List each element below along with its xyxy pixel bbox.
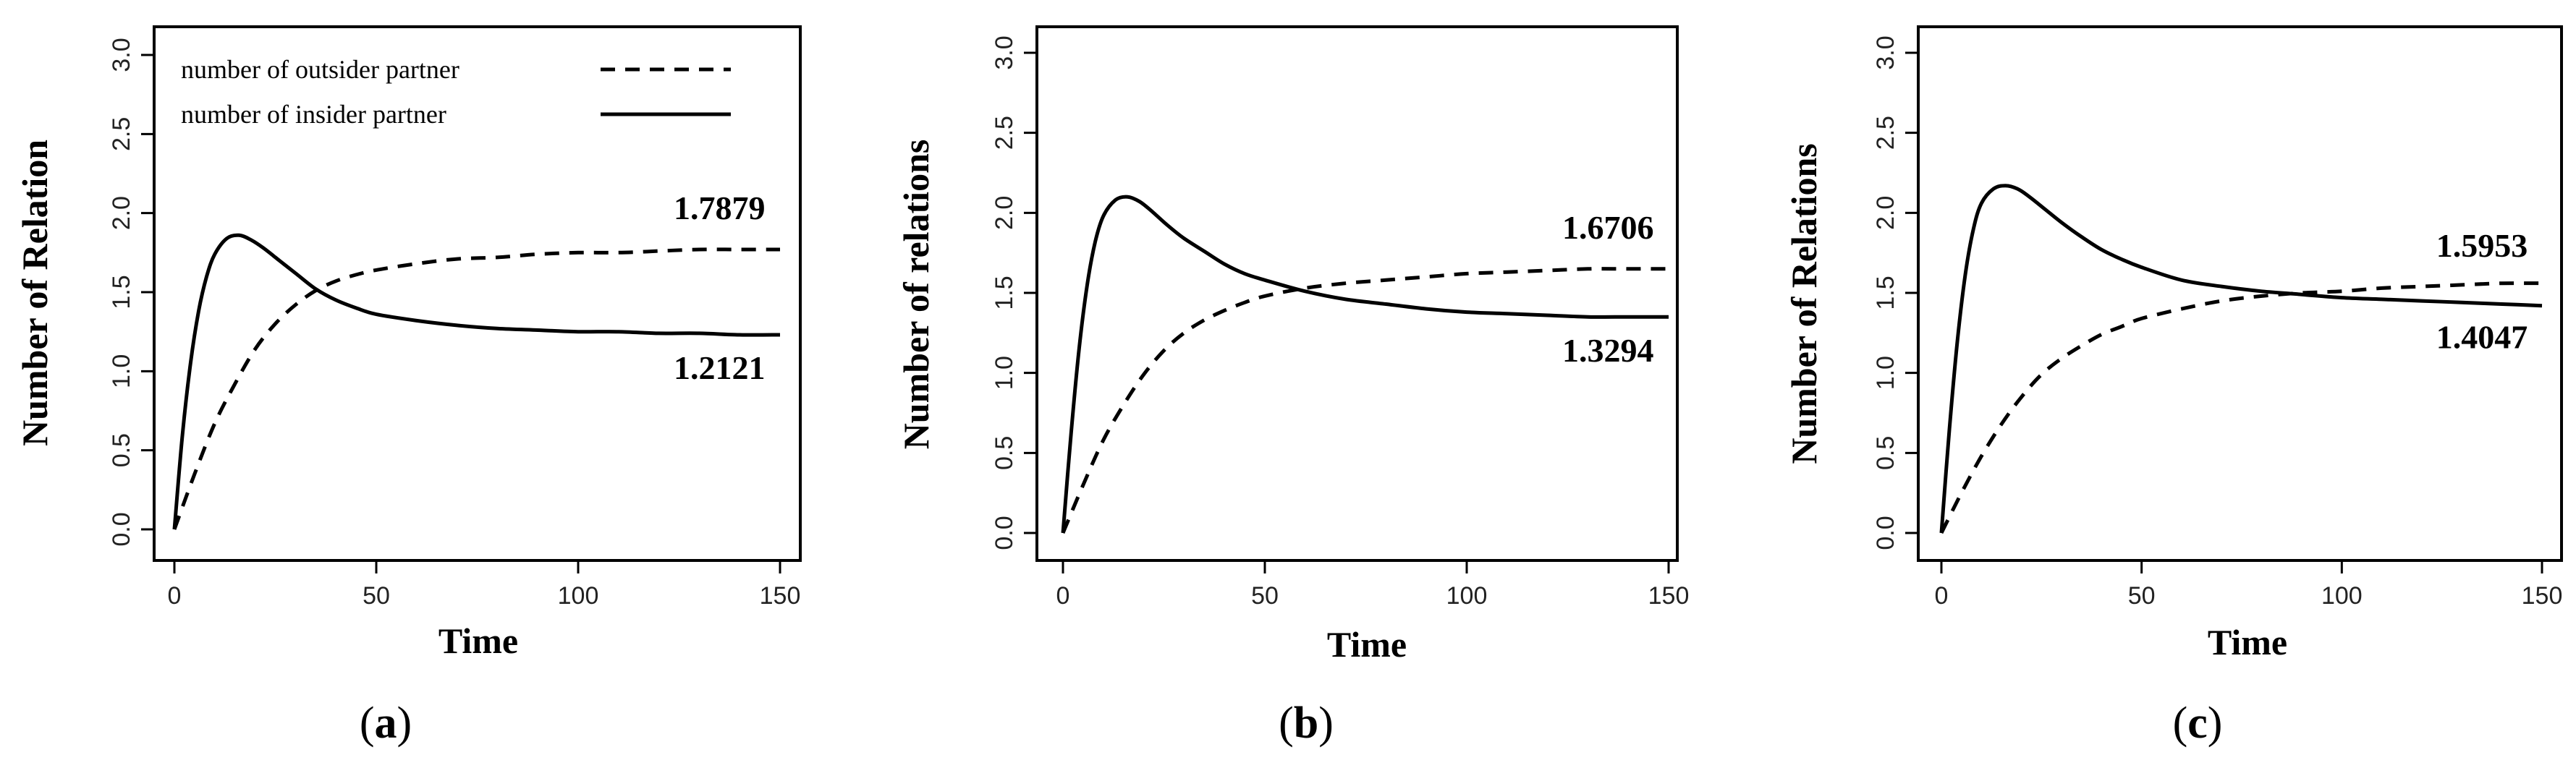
y-tick-label: 0.0 <box>991 516 1018 550</box>
panel-caption: (a) <box>360 699 412 748</box>
y-tick-label: 1.5 <box>1872 276 1899 310</box>
y-tick-label: 2.5 <box>108 117 135 151</box>
panel-b: 0 50 100 150 0.0 0.5 1.0 1.5 2.0 2.5 3.0 Time Number… <box>896 25 1690 748</box>
y-tick-label: 1.0 <box>108 354 135 388</box>
x-tick-label: 150 <box>2522 582 2563 610</box>
x-axis: 0 50 100 150 <box>168 560 801 610</box>
series-line-solid <box>1939 184 2543 534</box>
y-tick-label: 0.5 <box>991 436 1018 470</box>
plot-frame <box>1917 25 2563 562</box>
series-line-dashed <box>172 247 780 530</box>
y-tick-label: 1.5 <box>108 275 135 309</box>
y-tick-label: 3.0 <box>108 38 135 72</box>
y-tick-label: 0.5 <box>1872 436 1899 470</box>
y-tick-label: 0.0 <box>108 512 135 546</box>
y-tick-label: 3.0 <box>1872 35 1899 69</box>
x-tick-label: 100 <box>2321 582 2363 610</box>
panel-a: 0 50 100 150 0.0 0.5 1.0 1.5 2.0 2.5 3.0 Time Number… <box>14 25 802 748</box>
y-tick-label: 3.0 <box>991 35 1018 69</box>
series-line-dashed <box>1939 281 2543 534</box>
x-tick-label: 50 <box>1251 582 1279 610</box>
x-axis: 0 50 100 150 <box>1056 560 1690 610</box>
y-tick-label: 2.0 <box>991 196 1018 230</box>
panel-caption: (c) <box>2173 699 2223 748</box>
series-line-solid <box>172 233 781 530</box>
series-line-solid <box>1061 195 1669 534</box>
panel-caption-letter: a <box>375 699 397 748</box>
x-axis: 0 50 100 150 <box>1935 560 2563 610</box>
plot-frame <box>1035 25 1679 562</box>
panel-caption: (b) <box>1279 699 1334 748</box>
y-tick-label: 2.5 <box>1872 116 1899 150</box>
y-tick-label: 1.0 <box>1872 356 1899 390</box>
x-tick-label: 0 <box>168 582 182 610</box>
plot-frame <box>153 25 802 562</box>
value-annotation: 1.2121 <box>674 349 766 386</box>
legend-entry-label: number of outsider partner <box>181 55 459 84</box>
value-annotation: 1.5953 <box>2436 227 2528 264</box>
x-axis-title: Time <box>2208 622 2287 662</box>
x-tick-label: 0 <box>1056 582 1070 610</box>
legend: number of outsider partner number of insi… <box>181 55 731 129</box>
x-tick-label: 50 <box>363 582 390 610</box>
series-line-dashed <box>1061 267 1669 534</box>
x-tick-label: 100 <box>1446 582 1488 610</box>
y-tick-label: 2.5 <box>991 116 1018 150</box>
x-tick-label: 0 <box>1935 582 1949 610</box>
y-tick-label: 0.0 <box>1872 516 1899 550</box>
y-tick-label: 2.0 <box>108 196 135 230</box>
y-axis-title: Number of Relation <box>14 140 55 446</box>
x-axis-title: Time <box>1327 624 1407 665</box>
value-annotation: 1.3294 <box>1562 332 1654 369</box>
x-tick-label: 100 <box>558 582 599 610</box>
x-tick-label: 50 <box>2128 582 2156 610</box>
legend-entry-label: number of insider partner <box>181 100 446 129</box>
x-tick-label: 150 <box>760 582 801 610</box>
y-tick-label: 2.0 <box>1872 196 1899 230</box>
x-tick-label: 150 <box>1648 582 1690 610</box>
value-annotation: 1.7879 <box>674 189 766 226</box>
y-axis: 0.0 0.5 1.0 1.5 2.0 2.5 3.0 <box>991 35 1037 550</box>
x-axis-title: Time <box>438 620 518 661</box>
panel-caption-letter: c <box>2187 699 2208 748</box>
y-axis: 0.0 0.5 1.0 1.5 2.0 2.5 3.0 <box>1872 35 1918 550</box>
y-axis-title: Number of relations <box>896 140 936 450</box>
panel-caption-letter: b <box>1294 699 1318 748</box>
y-axis-title: Number of Relations <box>1784 143 1824 464</box>
y-tick-label: 1.5 <box>991 276 1018 310</box>
y-axis: 0.0 0.5 1.0 1.5 2.0 2.5 3.0 <box>108 38 154 547</box>
value-annotation: 1.6706 <box>1562 209 1654 246</box>
panel-c: 0 50 100 150 0.0 0.5 1.0 1.5 2.0 2.5 3.0 Time Number… <box>1784 25 2563 748</box>
value-annotation: 1.4047 <box>2436 318 2528 355</box>
y-tick-label: 1.0 <box>991 356 1018 390</box>
y-tick-label: 0.5 <box>108 433 135 467</box>
